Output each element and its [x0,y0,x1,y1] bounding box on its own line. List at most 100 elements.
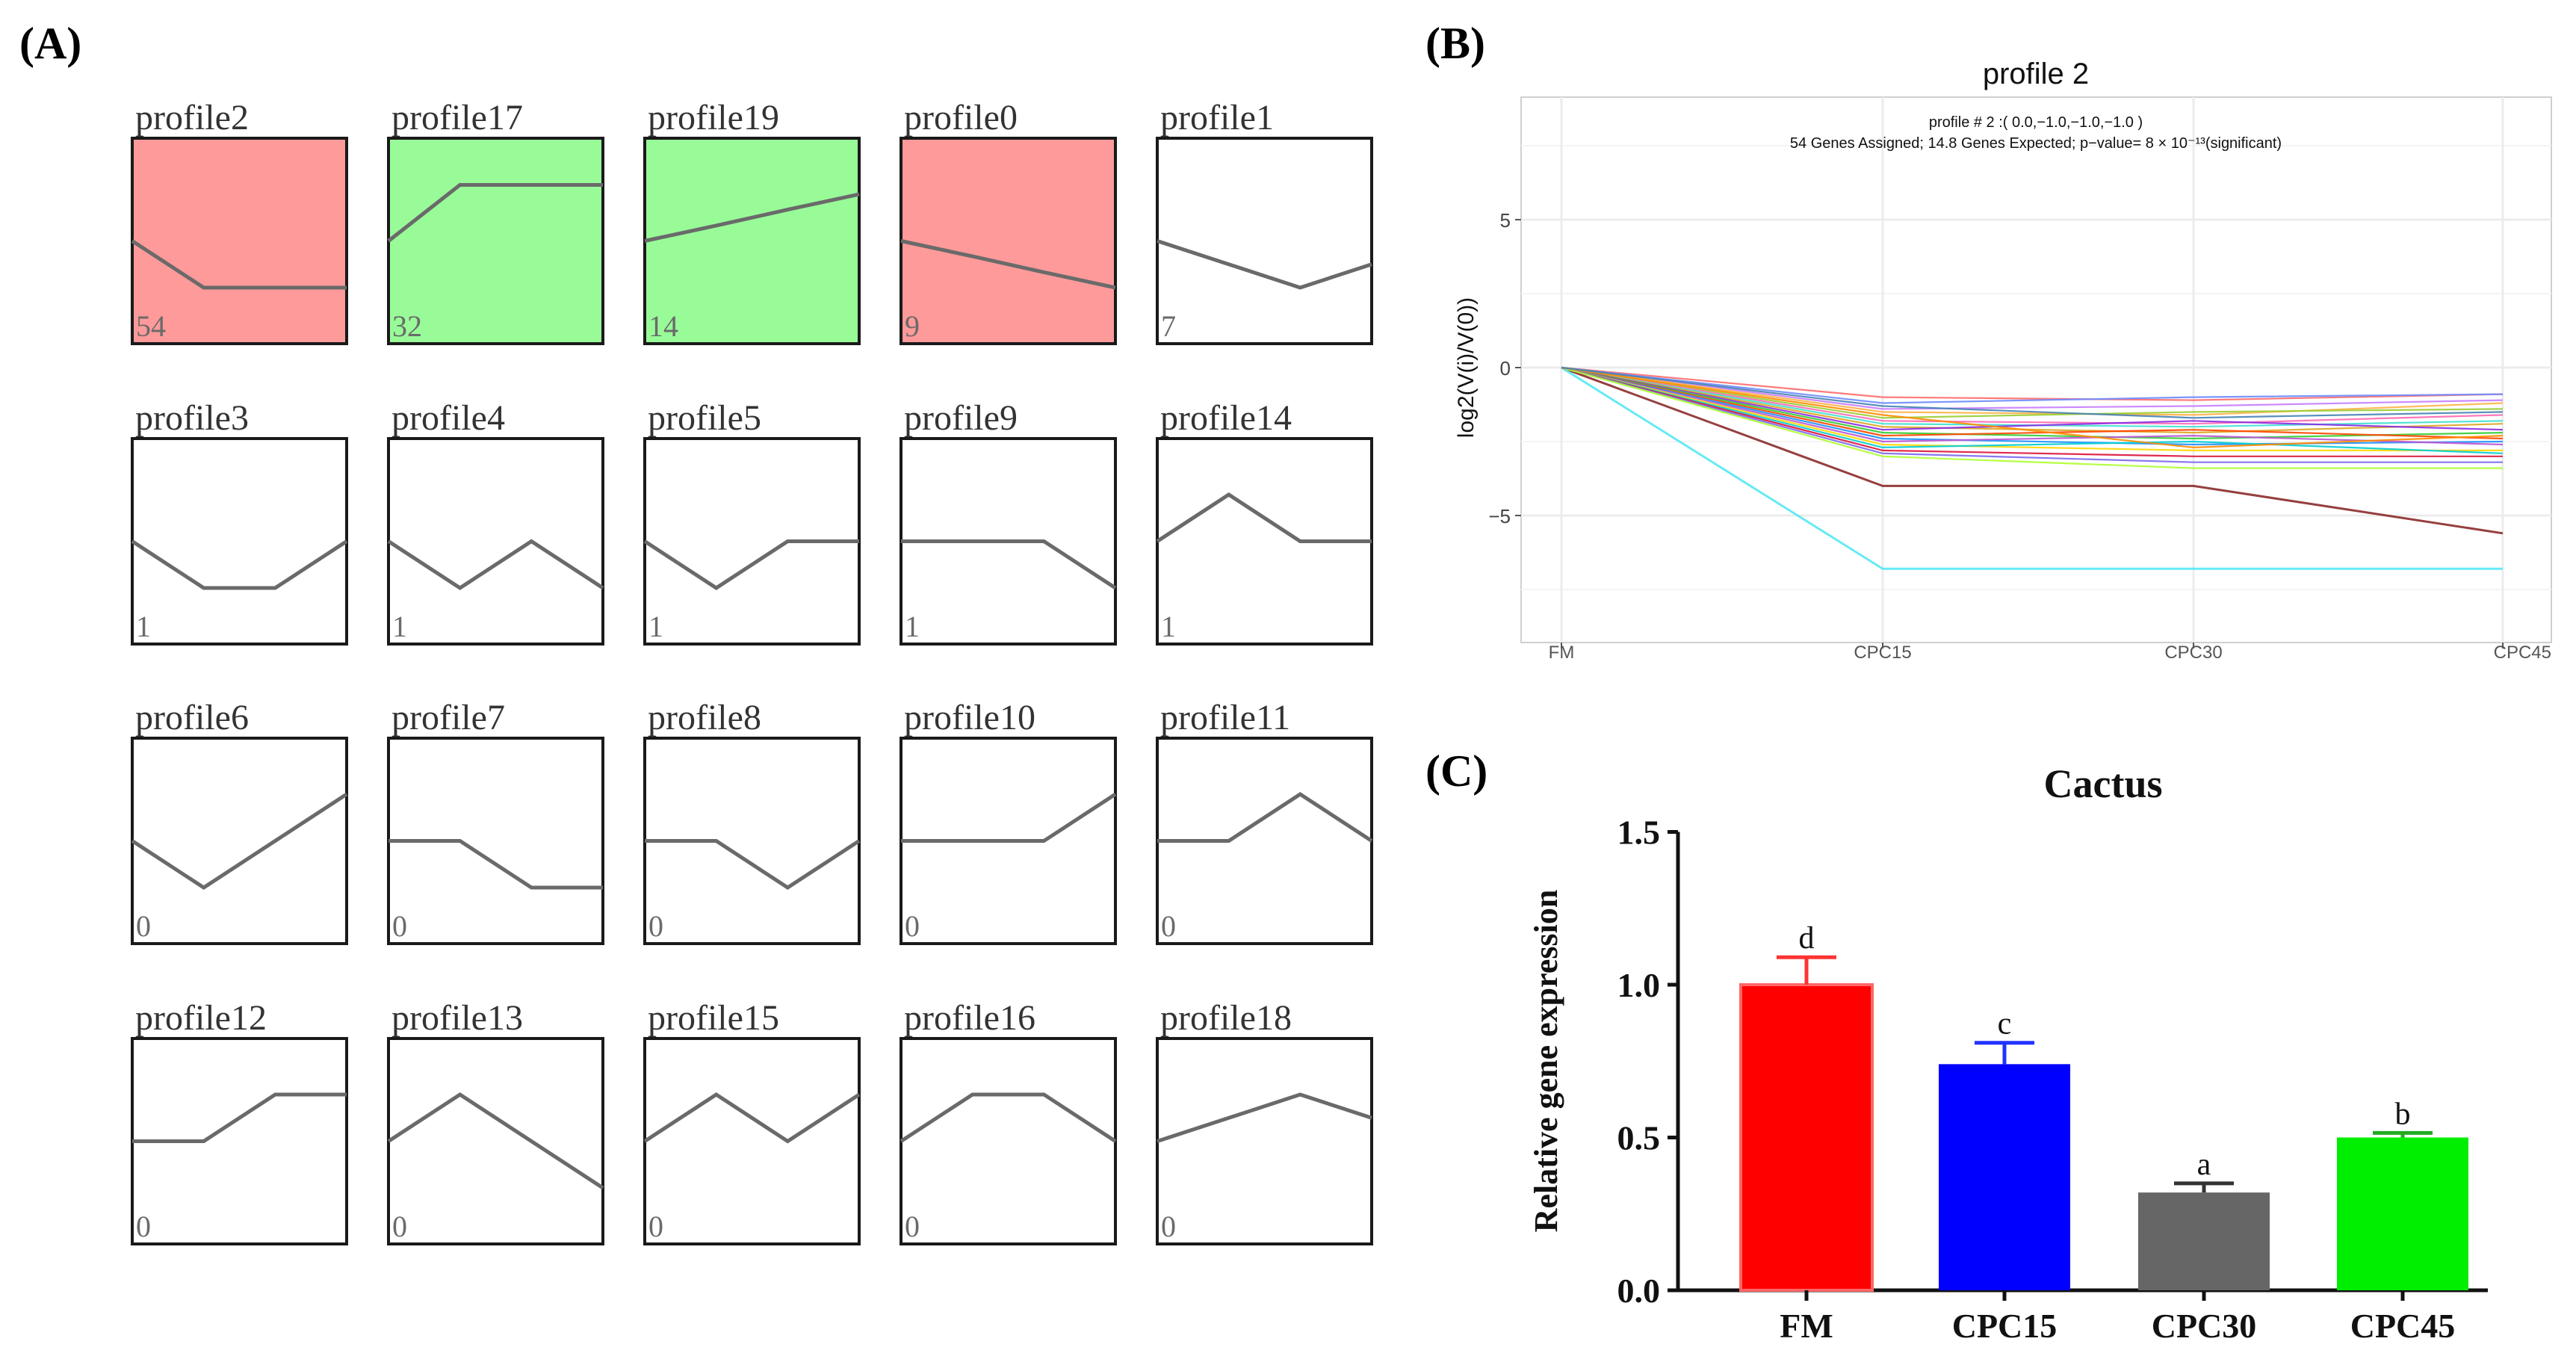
profile-gene-count: 1 [905,610,920,643]
profile-name: profile3 [135,398,249,438]
profile-name: profile16 [904,998,1035,1038]
profile-name: profile2 [135,98,249,137]
profile-gene-count: 0 [392,909,407,943]
series-line-gene-20 [1561,366,2504,419]
profile-name: profile8 [648,698,761,737]
x-tick-label: CPC30 [2164,643,2222,663]
profile-gene-count: 1 [392,610,407,643]
profile-name: profile9 [904,398,1018,438]
series-line-gene-16 [1561,366,2503,457]
chart-title: profile 2 [1983,58,2089,90]
series-line-gene-09 [1561,366,2504,431]
profile-line [644,192,860,243]
y-axis-label: log2(V(i)/V(0)) [1454,297,1479,438]
profile-gene-count: 0 [392,1210,407,1243]
profile-gene-count: 14 [648,309,678,343]
x-tick-label: CPC15 [1854,643,1911,663]
profile-box [131,437,348,646]
series-line-gene-11 [1561,366,2504,440]
x-tick-label: FM [1780,1307,1833,1345]
profile-line [131,792,348,890]
profile-gene-count: 0 [905,1210,920,1243]
profile-line [901,539,1117,590]
series-line-gene-04 [1561,366,2504,416]
y-tick-label: 5 [1500,209,1511,232]
profile-line [900,239,1116,290]
series-line-gene-03 [1561,366,2504,410]
profile-line [643,539,859,590]
profile-line [131,239,347,290]
series-line-gene-brown [1561,366,2504,535]
chart-title: Cactus [2044,761,2163,806]
profile-gene-count: 0 [136,909,151,943]
bar-cpc45 [2337,1137,2468,1290]
plot-area [1520,96,2552,643]
profile-gene-count: 1 [136,610,151,643]
profile-line [387,1092,604,1190]
profile-box [643,1037,861,1245]
profile-name: profile5 [648,398,761,438]
profile-name: profile6 [135,698,249,737]
series-line-gene-cyan [1561,366,2503,570]
profile-gene-count: 0 [1161,909,1176,943]
panel-label-c: (C) [1425,746,1487,796]
panel-label-a: (A) [19,19,81,68]
profile-gene-count: 0 [136,1210,151,1243]
profile-name: profile15 [648,998,779,1038]
profile-line [131,539,348,590]
profile-name: profile0 [904,98,1018,137]
profile-box [1156,1037,1373,1245]
profile-name: profile12 [135,998,267,1038]
profile-box [900,137,1117,345]
profile-gene-count: 32 [392,309,422,343]
profile-gene-count: 0 [648,909,663,943]
profile-name: profile10 [904,698,1035,737]
profile-gene-count: 0 [905,909,920,943]
profile-line [1157,1092,1372,1143]
profile-box [387,437,604,646]
profile-name: profile1 [1160,98,1274,137]
series-line-gene-08 [1561,366,2504,434]
significance-letter: b [2395,1097,2411,1131]
profile-gene-count: 54 [136,309,166,343]
profile-line [901,792,1117,843]
profile-line [1157,239,1372,290]
series-line-gene-15 [1561,366,2504,454]
series-line-gene-02 [1561,366,2504,404]
y-axis-label: Relative gene expression [1528,890,1564,1233]
significance-letter: c [1998,1007,2012,1041]
profile-line [387,539,604,590]
profile-line [900,1092,1117,1143]
profile-gene-count: 1 [1161,610,1176,643]
profile-box [1156,137,1373,345]
x-tick-label: CPC30 [2152,1307,2257,1345]
panel-c-bar-chart: Cactus 0.0 0.5 1.0 1.5 Relative gene expressi… [1528,761,2488,1345]
x-tick-label: CPC15 [1952,1307,2058,1345]
profile-name: profile19 [648,98,779,137]
profile-box [131,137,348,345]
profile-name: profile4 [391,398,505,438]
profile-line [645,839,861,890]
y-tick-label: 0 [1500,357,1511,380]
series-line-gene-06 [1561,366,2504,425]
profile-line [132,1092,347,1143]
panel-b-line-chart: 5 0 −5 FM CPC15 CPC30 CPC45 profile 2 profile # … [1454,58,2552,663]
panel-label-b: (B) [1425,19,1485,68]
chart-subtitle-2: 54 Genes Assigned; 14.8 Genes Expected; … [1790,135,2282,152]
profile-gene-count: 0 [1161,1210,1176,1243]
profile-name: profile17 [391,98,523,137]
y-tick-label: 1.0 [1617,966,1661,1004]
profile-line [388,839,603,890]
x-tick-label: FM [1549,643,1575,663]
series-line-gene-18 [1561,366,2503,469]
series-line-gene-01 [1561,366,2504,401]
profile-box [387,137,604,345]
profile-name: profile11 [1160,698,1290,737]
profile-box [900,1037,1117,1245]
significance-letter: d [1799,921,1815,956]
profile-gene-count: 9 [905,309,920,343]
profile-box [131,737,348,945]
profile-name: profile13 [391,998,523,1038]
